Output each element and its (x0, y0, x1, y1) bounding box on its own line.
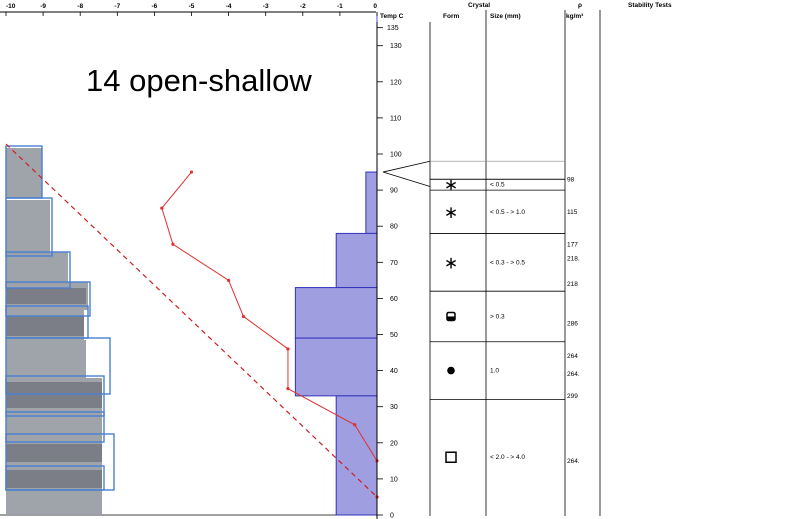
height-tick-label-100: 100 (390, 152, 402, 159)
crystal-size-4: > 0.3 (490, 313, 505, 320)
overlay-outline-1 (5, 197, 53, 257)
temp-tick-label--7: -7 (114, 3, 120, 10)
crystal-header: Crystal (468, 2, 490, 9)
temperature-point-2 (171, 242, 175, 246)
density-value-9: 264. (567, 458, 580, 465)
hardness-layer-0 (365, 171, 378, 234)
temp-tick-label--3: -3 (263, 3, 269, 10)
overlay-grey-block-0 (6, 148, 42, 198)
height-tick-label-90: 90 (390, 188, 398, 195)
temperature-line (161, 171, 378, 497)
crystal-table: Crystal Form Size (mm) ρ kg/m³ Stability… (382, 2, 672, 516)
overlay-outline-3 (5, 281, 91, 317)
overlay-outline-2 (5, 251, 71, 289)
crystal-size-5: 1.0 (490, 368, 499, 375)
height-axis: Temp C 0 10 20 30 40 50 60 70 80 90 100 110 120 130 13… (376, 13, 404, 519)
density-value-1: 115 (567, 209, 578, 216)
overlay-outline-5 (5, 337, 111, 395)
density-value-2: 177 (567, 241, 578, 248)
overlay-outline-6 (5, 375, 105, 417)
temp-tick-label--1: -1 (337, 3, 343, 10)
overlay-grey-block-5 (6, 340, 86, 378)
temp-tick-label--9: -9 (40, 3, 46, 10)
temperature-point-4 (241, 314, 246, 319)
crystal-size-3: < 0.3 - > 0.5 (490, 259, 525, 266)
hardness-layer-3 (294, 337, 378, 397)
overlay-grey-block-10 (6, 490, 102, 515)
temperature-point-7 (353, 423, 357, 427)
grey-overlay-panel (5, 145, 115, 515)
temp-tick-label-0: 0 (373, 3, 377, 10)
crystal-size-2: < 0.5 - > 1.0 (490, 209, 525, 216)
density-value-6: 264 (567, 353, 578, 360)
overlay-dark-block-4 (6, 470, 102, 488)
height-tick-label-110: 110 (390, 115, 401, 122)
hardness-layer-2 (294, 287, 378, 339)
crystal-size-1: < 0.5 (490, 182, 505, 189)
temp-tick-label--2: -2 (300, 3, 306, 10)
density-value-4: 218 (567, 281, 578, 288)
stability-header: Stability Tests (628, 2, 672, 9)
temperature-point-3 (227, 278, 231, 282)
temp-tick-label--8: -8 (77, 3, 83, 10)
overlay-dark-block-1 (6, 316, 84, 336)
overlay-dark-block-3 (6, 444, 102, 462)
temp-tick-label--5: -5 (189, 3, 195, 10)
density-value-8: 299 (567, 393, 578, 400)
temp-tick-label--6: -6 (152, 3, 158, 10)
overlay-grey-block-1 (6, 200, 50, 254)
chart-title: 14 open-shallow (86, 63, 312, 98)
crystal-size-header: Size (mm) (490, 13, 521, 20)
overlay-outline-7 (5, 411, 105, 443)
overlay-dark-block-2 (6, 382, 102, 408)
density-value-5: 286 (567, 321, 578, 328)
height-tick-label-120: 120 (390, 79, 402, 86)
crystal-connector-0 (382, 160, 431, 173)
crystal-form-header: Form (443, 13, 459, 20)
height-tick-label-70: 70 (390, 260, 398, 267)
density-value-7: 264. (567, 371, 580, 378)
temp-tick-label--4: -4 (226, 3, 232, 10)
overlay-grey-block-2 (6, 252, 68, 284)
faceted-crystal-icon (445, 451, 457, 463)
height-tick-label-60: 60 (390, 296, 398, 303)
temperature-axis: -10 -9 -8 -7 -6 -5 -4 -3 -2 -1 0 (5, 3, 378, 16)
reference-dashed-line (5, 143, 378, 498)
hardness-layer-1 (335, 232, 378, 289)
temperature-point-5 (286, 347, 290, 351)
hardness-layer-4 (335, 395, 378, 516)
crystal-size-6: < 2.0 - > 4.0 (490, 454, 525, 461)
height-tick-label-40: 40 (390, 368, 398, 375)
height-tick-label-30: 30 (390, 404, 398, 411)
height-tick-label-20: 20 (390, 440, 398, 447)
density-value-3: 218. (567, 256, 580, 263)
height-tick-label-0: 0 (390, 513, 394, 519)
overlay-dark-block-0 (6, 288, 86, 304)
faceted-rounded-icon-fill (447, 316, 455, 321)
height-tick-label-135: 135 (387, 25, 399, 32)
overlay-outline-9 (5, 465, 105, 491)
temp-tick-label--10: -10 (6, 3, 16, 10)
new-snow-icon: ∗ (444, 203, 458, 223)
temperature-point-6 (286, 387, 290, 391)
rounded-grain-icon (447, 366, 455, 375)
hardness-profile (294, 171, 378, 516)
height-tick-label-80: 80 (390, 224, 398, 231)
height-axis-label: Temp C (380, 13, 404, 20)
density-header-symbol: ρ (578, 2, 582, 9)
height-tick-label-50: 50 (390, 332, 398, 339)
height-tick-label-10: 10 (390, 476, 398, 483)
density-header-unit: kg/m³ (566, 13, 584, 20)
height-tick-label-130: 130 (390, 43, 402, 50)
temperature-point-0 (189, 170, 194, 174)
new-snow-icon: ∗ (444, 253, 458, 273)
temperature-point-1 (160, 206, 164, 210)
new-snow-icon: ∗ (444, 176, 458, 196)
crystal-connector-1 (382, 171, 431, 187)
density-value-0: 98 (567, 176, 575, 183)
